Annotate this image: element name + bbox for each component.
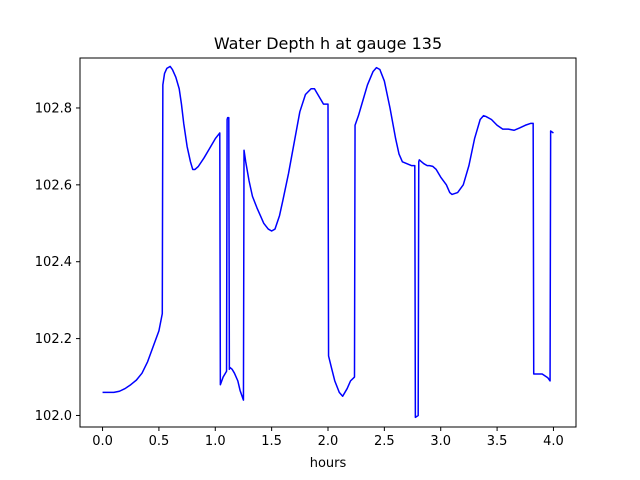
- x-tick-label: 1.0: [205, 434, 226, 449]
- x-tick-label: 3.0: [430, 434, 451, 449]
- x-tick-label: 0.5: [149, 434, 170, 449]
- plot-area: 0.0 0.5 1.0 1.5 2.0 2.5 3.0 3.5 4.0 102.0 102.2 102…: [35, 57, 577, 449]
- y-tick-label: 102.2: [35, 332, 72, 347]
- series-line-0: [102, 65, 554, 419]
- x-tick-label: 1.5: [261, 434, 282, 449]
- x-tick-label: 4.0: [543, 434, 564, 449]
- x-tick-label: 3.5: [487, 434, 508, 449]
- y-tick-label: 102.0: [35, 409, 72, 424]
- y-tick-label: 102.4: [35, 255, 72, 270]
- x-tick-label: 0.0: [92, 434, 113, 449]
- x-tick-label: 2.0: [318, 434, 339, 449]
- y-tick-label: 102.8: [35, 101, 72, 116]
- x-tick-label: 2.5: [374, 434, 395, 449]
- chart-title: Water Depth h at gauge 135: [214, 34, 442, 53]
- x-axis-label: hours: [310, 456, 347, 471]
- y-tick-label: 102.6: [35, 178, 72, 193]
